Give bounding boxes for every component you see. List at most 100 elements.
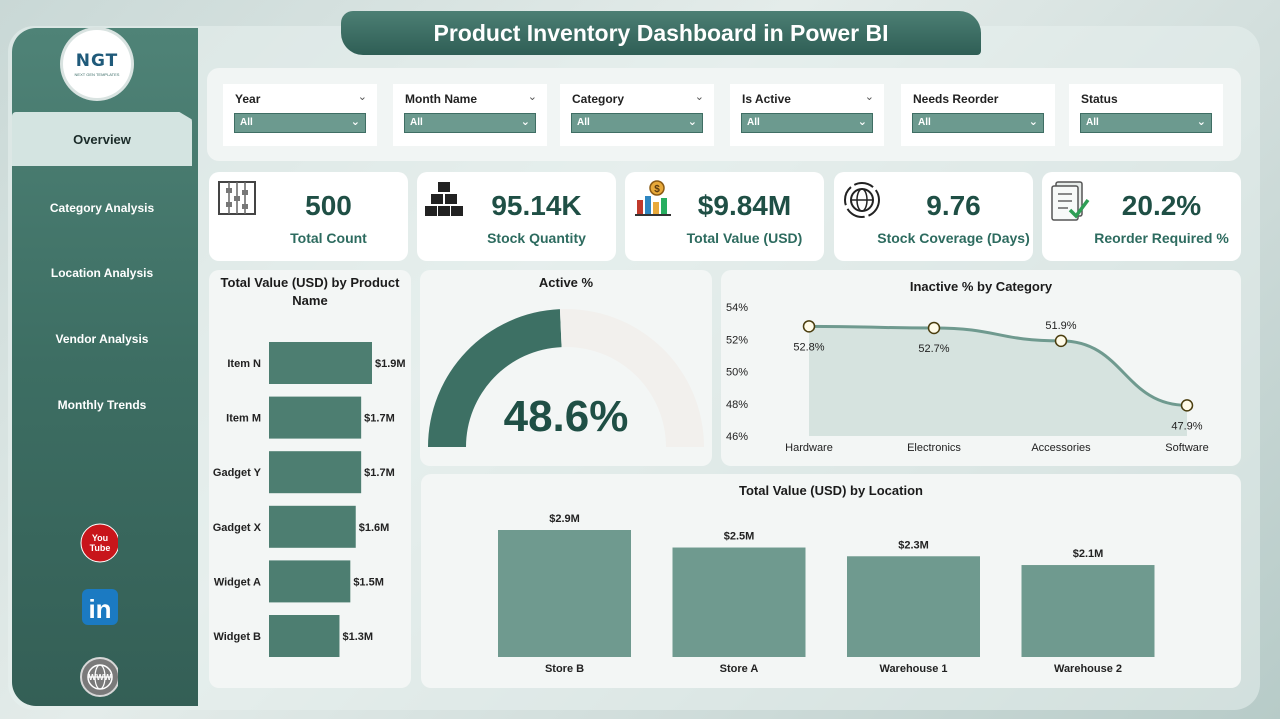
category-tick-label: Item N xyxy=(227,358,261,370)
filter-label: Is Active xyxy=(742,92,791,106)
filter-select[interactable]: All ⌄ xyxy=(741,113,873,133)
filter-value: All xyxy=(410,117,423,128)
nav-vendor-analysis[interactable]: Vendor Analysis xyxy=(12,312,192,366)
location-bar-svg: $2.9M Store B $2.5M Store A $2.3M Warehouse 1… xyxy=(498,513,1155,675)
chevron-down-icon[interactable]: ⌄ xyxy=(864,91,874,103)
gauge-svg xyxy=(428,309,704,447)
category-tick-label: Store A xyxy=(720,663,759,675)
filter-value: All xyxy=(747,117,760,128)
svg-text:$: $ xyxy=(654,184,660,195)
filter-select[interactable]: All ⌄ xyxy=(234,113,366,133)
kpi-label: Total Count xyxy=(290,230,367,246)
data-label: 52.7% xyxy=(918,343,949,355)
filter-is-active[interactable]: Is Active ⌄ All ⌄ xyxy=(730,84,884,146)
filter-label: Category xyxy=(572,92,625,106)
product-value-chart: Total Value (USD) by Product Name Item N… xyxy=(209,270,411,688)
filter-label: Status xyxy=(1081,92,1118,106)
kpi-reorder-required: 20.2% Reorder Required % xyxy=(1042,172,1241,261)
kpi-stock-coverage: 9.76 Stock Coverage (Days) xyxy=(834,172,1033,261)
product-bar-svg: Item N $1.9M Item M $1.7M Gadget Y $1.7M Gadge… xyxy=(213,342,406,657)
category-tick-label: Widget A xyxy=(214,576,261,588)
bar xyxy=(498,530,631,657)
bar xyxy=(269,505,356,548)
globe-cycle-icon xyxy=(844,182,880,218)
filter-month-name[interactable]: Month Name ⌄ All ⌄ xyxy=(393,84,547,146)
kpi-stock-quantity: 95.14K Stock Quantity xyxy=(417,172,616,261)
youtube-link[interactable]: You Tube xyxy=(80,523,118,563)
gauge-value: 48.6% xyxy=(503,392,629,441)
website-link[interactable]: WWW xyxy=(80,657,118,697)
kpi-value: 500 xyxy=(305,190,352,221)
y-tick-label: 48% xyxy=(726,399,748,411)
brand-logo[interactable]: NGT NEXT GEN TEMPLATES xyxy=(63,30,131,98)
data-label: $2.3M xyxy=(898,539,929,551)
kpi-label: Reorder Required % xyxy=(1094,230,1229,246)
kpi-total-value: $ $9.84M Total Value (USD) xyxy=(625,172,824,261)
category-tick-label: Warehouse 1 xyxy=(879,663,947,675)
category-tick-label: Gadget Y xyxy=(213,467,262,479)
chevron-down-icon[interactable]: ⌄ xyxy=(694,91,704,103)
data-label: 52.8% xyxy=(793,341,824,353)
chevron-down-icon: ⌄ xyxy=(687,116,697,128)
chevron-down-icon: ⌄ xyxy=(857,116,867,128)
kpi-label: Total Value (USD) xyxy=(686,230,803,246)
filter-needs-reorder[interactable]: Needs Reorder All ⌄ xyxy=(901,84,1055,146)
data-label: $1.6M xyxy=(359,522,390,534)
data-point xyxy=(927,321,941,335)
abacus-icon xyxy=(218,181,256,215)
logo-subtext: NEXT GEN TEMPLATES xyxy=(74,72,120,77)
y-tick-label: 52% xyxy=(726,334,748,346)
svg-text:WWW: WWW xyxy=(89,673,112,682)
category-tick-label: Accessories xyxy=(1031,442,1091,454)
bar xyxy=(1021,565,1155,657)
data-label: $1.7M xyxy=(364,467,395,479)
bar xyxy=(847,556,980,657)
chart-title: Total Value (USD) by Location xyxy=(739,483,923,498)
nav-label: Category Analysis xyxy=(49,201,155,215)
filter-category[interactable]: Category ⌄ All ⌄ xyxy=(560,84,714,146)
y-tick-label: 50% xyxy=(726,367,748,379)
category-tick-label: Hardware xyxy=(785,442,833,454)
filter-label: Month Name xyxy=(405,92,477,106)
category-tick-label: Electronics xyxy=(907,442,961,454)
nav-label: Location Analysis xyxy=(50,266,154,280)
filter-select[interactable]: All ⌄ xyxy=(404,113,536,133)
filter-value: All xyxy=(240,117,253,128)
filter-status[interactable]: Status All ⌄ xyxy=(1069,84,1223,146)
nav-category-analysis[interactable]: Category Analysis xyxy=(12,181,192,235)
linkedin-link[interactable]: in xyxy=(80,588,118,626)
filter-select[interactable]: All ⌄ xyxy=(912,113,1044,133)
kpi-value: $9.84M xyxy=(697,190,792,221)
filter-select[interactable]: All ⌄ xyxy=(1080,113,1212,133)
svg-text:You: You xyxy=(92,533,108,543)
category-tick-label: Store B xyxy=(545,663,584,675)
page-title: Product Inventory Dashboard in Power BI xyxy=(341,11,981,55)
category-tick-label: Widget B xyxy=(213,631,261,643)
nav-monthly-trends[interactable]: Monthly Trends xyxy=(12,378,192,432)
active-gauge-chart: Active % 48.6% xyxy=(420,270,712,466)
linkedin-icon: in xyxy=(82,589,118,625)
category-tick-label: Item M xyxy=(226,413,261,425)
data-label: 47.9% xyxy=(1171,420,1202,432)
filter-year[interactable]: Year ⌄ All ⌄ xyxy=(223,84,377,146)
bar xyxy=(269,342,372,384)
filter-select[interactable]: All ⌄ xyxy=(571,113,703,133)
area-svg: 54% 52% 50% 48% 46% 52.8% Hardware 52.7% Electro… xyxy=(726,302,1209,454)
filter-panel xyxy=(207,68,1241,161)
kpi-value: 95.14K xyxy=(491,190,582,221)
gauge-remaining-arc xyxy=(559,309,704,447)
nav-label: Monthly Trends xyxy=(57,398,147,412)
kpi-value: 9.76 xyxy=(926,190,981,221)
bar xyxy=(269,396,362,439)
kpi-label: Stock Coverage (Days) xyxy=(877,230,1030,246)
chevron-down-icon[interactable]: ⌄ xyxy=(357,91,367,103)
data-point xyxy=(802,320,816,333)
filter-value: All xyxy=(1086,117,1099,128)
filter-value: All xyxy=(577,117,590,128)
svg-text:Tube: Tube xyxy=(90,543,111,553)
data-label: $2.1M xyxy=(1073,548,1104,560)
chevron-down-icon[interactable]: ⌄ xyxy=(527,91,537,103)
nav-overview[interactable]: Overview xyxy=(12,112,192,166)
bar xyxy=(672,547,806,657)
nav-location-analysis[interactable]: Location Analysis xyxy=(12,246,192,300)
